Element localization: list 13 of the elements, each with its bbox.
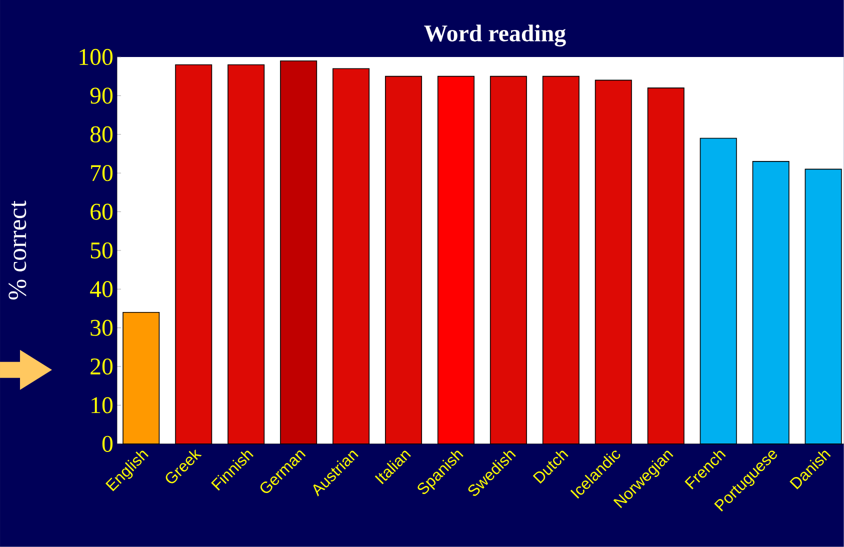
y-tick-label: 80: [90, 126, 113, 142]
y-tick-label: 100: [80, 48, 113, 66]
y-axis-title: % correct: [8, 200, 26, 300]
y-tick-label: 90: [90, 88, 113, 104]
y-tick-label: 50: [90, 242, 113, 259]
y-tick-label: 30: [90, 320, 113, 336]
y-tick-label: 70: [91, 165, 113, 182]
y-tick-label: 10: [92, 397, 113, 414]
chart-title: Word reading: [424, 24, 566, 47]
y-tick-label: 40: [90, 281, 113, 298]
y-tick-label: 60: [90, 204, 113, 220]
y-tick-label: 0: [102, 436, 113, 452]
y-tick-label: 20: [90, 358, 113, 375]
